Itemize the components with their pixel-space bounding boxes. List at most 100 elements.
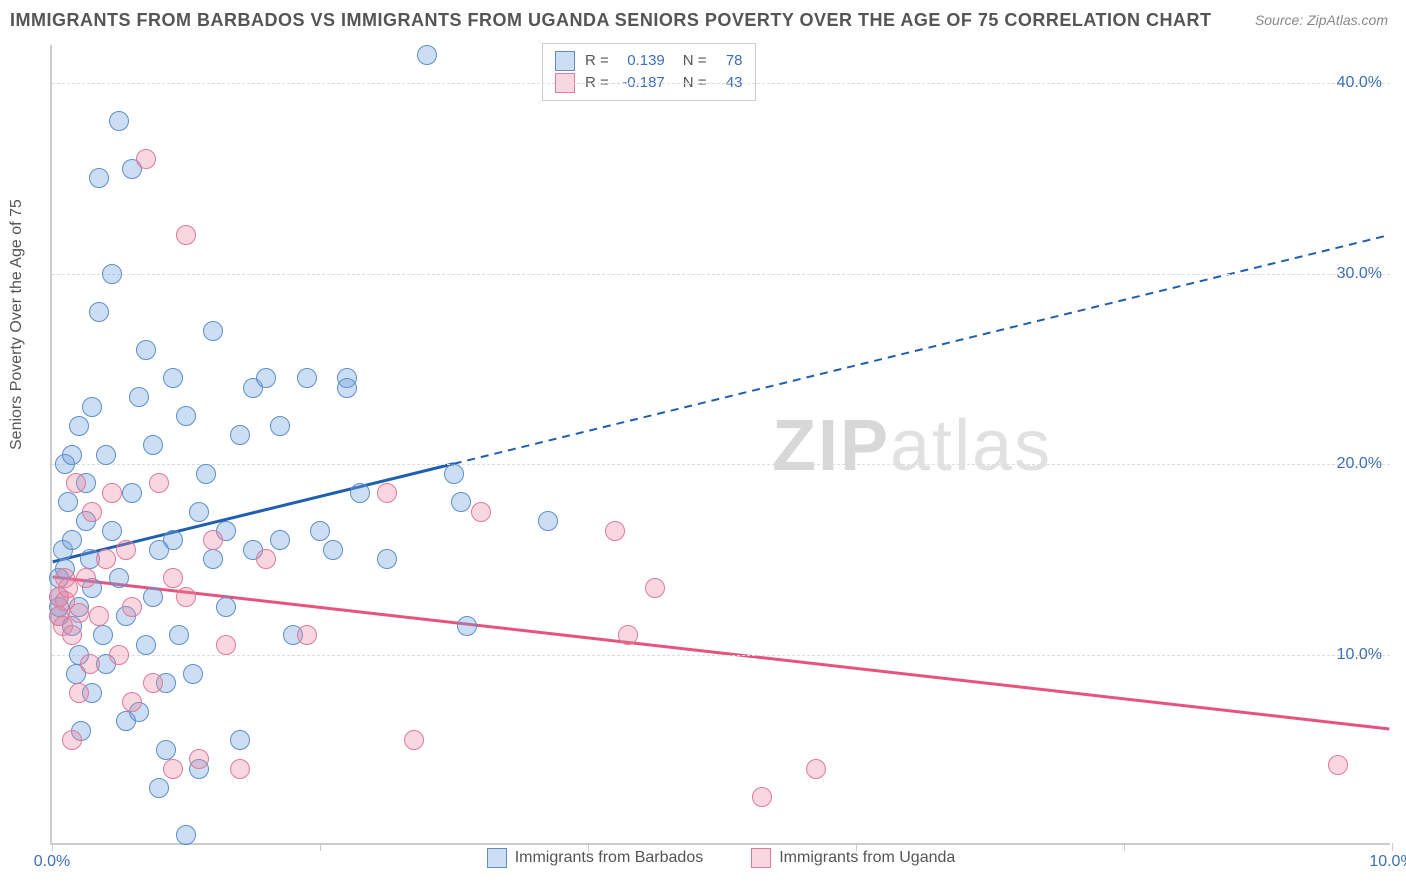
scatter-point [270, 530, 290, 550]
scatter-point [58, 492, 78, 512]
scatter-point [89, 302, 109, 322]
scatter-point [618, 625, 638, 645]
series-legend: Immigrants from Barbados Immigrants from … [52, 848, 1390, 873]
scatter-point [156, 740, 176, 760]
scatter-point [230, 730, 250, 750]
scatter-point [93, 625, 113, 645]
scatter-point [270, 416, 290, 436]
x-tick [1392, 843, 1393, 851]
scatter-point [129, 387, 149, 407]
series-legend-item: Immigrants from Barbados [487, 848, 704, 868]
scatter-point [457, 616, 477, 636]
series-legend-label: Immigrants from Barbados [515, 849, 704, 867]
scatter-point [377, 483, 397, 503]
scatter-point [149, 473, 169, 493]
scatter-point [76, 568, 96, 588]
scatter-point [471, 502, 491, 522]
scatter-point [189, 502, 209, 522]
scatter-point [62, 730, 82, 750]
gridline [52, 83, 1390, 84]
scatter-point [143, 435, 163, 455]
x-tick [1124, 843, 1125, 851]
scatter-point [337, 378, 357, 398]
scatter-point [102, 264, 122, 284]
scatter-point [605, 521, 625, 541]
scatter-point [69, 603, 89, 623]
plot-area: R =0.139N =78R =-0.187N =43 ZIPatlas Imm… [50, 45, 1390, 845]
series-legend-label: Immigrants from Uganda [779, 849, 955, 867]
scatter-point [122, 597, 142, 617]
scatter-point [216, 635, 236, 655]
scatter-point [176, 825, 196, 845]
scatter-point [176, 587, 196, 607]
scatter-point [230, 759, 250, 779]
scatter-point [163, 368, 183, 388]
x-tick [52, 843, 53, 851]
scatter-point [176, 225, 196, 245]
series-legend-item: Immigrants from Uganda [751, 848, 955, 868]
trend-line-dashed [454, 235, 1390, 464]
scatter-point [136, 149, 156, 169]
scatter-point [203, 530, 223, 550]
x-tick [588, 843, 589, 851]
scatter-point [109, 645, 129, 665]
scatter-point [62, 625, 82, 645]
legend-swatch [487, 848, 507, 868]
gridline [52, 274, 1390, 275]
y-tick-label: 10.0% [1337, 646, 1382, 664]
x-tick [856, 843, 857, 851]
scatter-point [451, 492, 471, 512]
scatter-point [96, 549, 116, 569]
source-label: Source: ZipAtlas.com [1255, 12, 1388, 28]
scatter-point [444, 464, 464, 484]
scatter-point [169, 625, 189, 645]
scatter-point [189, 749, 209, 769]
gridline [52, 464, 1390, 465]
scatter-point [1328, 755, 1348, 775]
scatter-point [196, 464, 216, 484]
scatter-point [89, 168, 109, 188]
scatter-point [82, 397, 102, 417]
y-axis-label: Seniors Poverty Over the Age of 75 [8, 199, 26, 450]
scatter-point [116, 540, 136, 560]
scatter-point [149, 778, 169, 798]
scatter-point [109, 111, 129, 131]
scatter-point [297, 368, 317, 388]
scatter-point [62, 445, 82, 465]
y-tick-label: 40.0% [1337, 74, 1382, 92]
scatter-point [163, 568, 183, 588]
scatter-point [82, 502, 102, 522]
scatter-point [350, 483, 370, 503]
scatter-point [645, 578, 665, 598]
scatter-point [806, 759, 826, 779]
scatter-point [136, 340, 156, 360]
scatter-point [163, 759, 183, 779]
scatter-point [297, 625, 317, 645]
legend-swatch [751, 848, 771, 868]
scatter-point [310, 521, 330, 541]
scatter-point [122, 692, 142, 712]
scatter-point [102, 521, 122, 541]
scatter-point [417, 45, 437, 65]
scatter-point [66, 473, 86, 493]
scatter-point [752, 787, 772, 807]
scatter-point [256, 368, 276, 388]
scatter-point [538, 511, 558, 531]
scatter-point [230, 425, 250, 445]
x-tick-label: 10.0% [1369, 853, 1406, 871]
scatter-point [404, 730, 424, 750]
scatter-point [143, 673, 163, 693]
y-tick-label: 30.0% [1337, 265, 1382, 283]
scatter-point [122, 483, 142, 503]
scatter-point [256, 549, 276, 569]
scatter-point [89, 606, 109, 626]
scatter-point [176, 406, 196, 426]
scatter-point [163, 530, 183, 550]
trend-lines-svg [52, 45, 1390, 843]
scatter-point [323, 540, 343, 560]
scatter-point [102, 483, 122, 503]
scatter-point [136, 635, 156, 655]
x-tick-label: 0.0% [34, 853, 70, 871]
y-tick-label: 20.0% [1337, 455, 1382, 473]
x-tick [320, 843, 321, 851]
